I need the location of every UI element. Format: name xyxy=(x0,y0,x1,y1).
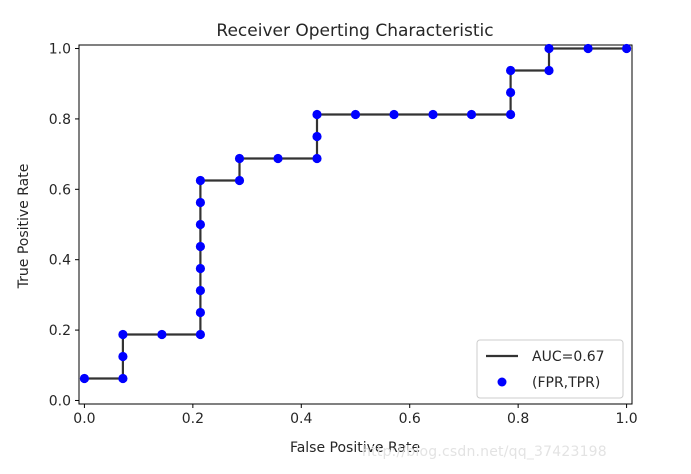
roc-point xyxy=(350,109,361,120)
watermark-url: http://blog.csdn.net/qq_37423198 xyxy=(362,444,607,460)
roc-point xyxy=(79,373,89,384)
roc-point xyxy=(118,373,128,384)
y-tick-label: 0.0 xyxy=(49,393,71,409)
roc-point xyxy=(428,109,438,120)
roc-point xyxy=(506,87,516,98)
y-tick-label: 1.0 xyxy=(49,42,71,58)
roc-point xyxy=(118,351,128,362)
roc-point xyxy=(195,285,205,296)
x-tick-label: 1.0 xyxy=(615,411,637,427)
roc-point xyxy=(195,197,205,208)
roc-point xyxy=(312,109,322,120)
roc-point xyxy=(234,175,245,186)
roc-point xyxy=(195,241,205,252)
plot-area: 0.0 0.2 0.4 0.6 0.8 1.0 0.0 0.2 0.4 0.6 0.8 1.0 xyxy=(49,42,638,427)
legend-label-auc: AUC=0.67 xyxy=(532,349,605,365)
roc-point xyxy=(506,109,516,120)
roc-point xyxy=(195,219,205,230)
roc-point xyxy=(544,65,554,76)
roc-point xyxy=(506,65,516,76)
legend-label-fpr-tpr: (FPR,TPR) xyxy=(532,375,600,391)
roc-point xyxy=(234,153,245,164)
roc-point xyxy=(157,329,167,340)
x-tick-label: 0.2 xyxy=(182,411,204,427)
roc-point xyxy=(622,43,632,54)
y-tick-label: 0.4 xyxy=(49,253,71,269)
x-axis-label: False Positive Rate xyxy=(290,440,420,456)
roc-point xyxy=(195,175,205,186)
y-axis-label: True Positive Rate xyxy=(16,164,32,290)
roc-point xyxy=(118,329,128,340)
legend-box xyxy=(476,339,624,399)
plot-frame xyxy=(78,44,633,405)
y-tick-label: 0.6 xyxy=(49,182,71,198)
legend-marker-swatch xyxy=(497,377,507,387)
roc-point xyxy=(312,131,322,142)
roc-point xyxy=(195,263,205,274)
x-tick-label: 0.0 xyxy=(73,411,95,427)
roc-point xyxy=(389,109,399,120)
chart-title: Receiver Operting Characteristic xyxy=(216,21,493,41)
roc-point xyxy=(312,153,322,164)
roc-point xyxy=(466,109,477,120)
roc-point xyxy=(195,329,205,340)
legend: AUC=0.67 (FPR,TPR) xyxy=(476,339,624,399)
y-tick-label: 0.8 xyxy=(49,112,71,128)
roc-point xyxy=(195,307,205,318)
y-tick-label: 0.2 xyxy=(49,323,71,339)
x-tick-label: 0.6 xyxy=(399,411,421,427)
x-tick-label: 0.8 xyxy=(507,411,529,427)
roc-point xyxy=(544,43,554,54)
x-tick-label: 0.4 xyxy=(290,411,312,427)
roc-curve-line xyxy=(84,47,627,380)
roc-point xyxy=(583,43,593,54)
roc-point xyxy=(273,153,283,164)
